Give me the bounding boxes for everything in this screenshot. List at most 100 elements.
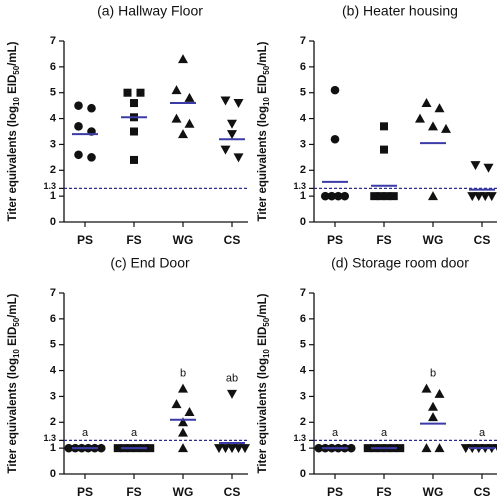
y-axis-label-part: EID: [7, 75, 19, 97]
y-tick-label: 0: [300, 468, 306, 480]
data-point: [434, 388, 445, 398]
data-point: [130, 127, 138, 136]
data-point: [240, 444, 250, 454]
y-axis-label: Titer equivalents (log10 EID50/mL): [257, 41, 271, 221]
data-point: [441, 123, 451, 133]
x-tick-label: WG: [423, 485, 444, 499]
y-tick-label: 6: [300, 313, 306, 325]
data-point: [460, 444, 471, 454]
data-point: [333, 191, 343, 201]
y-tick-label: 1: [300, 190, 306, 202]
data-point: [380, 145, 388, 154]
data-point: [74, 122, 83, 131]
y-axis-label-part: 10: [12, 97, 21, 106]
y-tick-label: 4: [300, 364, 307, 376]
y-axis-label-part: 50: [12, 65, 21, 74]
data-point: [130, 99, 138, 108]
data-point: [434, 103, 445, 113]
data-point: [421, 98, 432, 108]
x-tick-label: WG: [173, 233, 194, 247]
data-point: [96, 443, 106, 453]
data-point: [220, 96, 231, 106]
panel-title: (d) Storage room door: [331, 255, 469, 271]
data-point: [130, 155, 138, 164]
x-tick-label: CS: [224, 485, 241, 499]
panel-title: (c) End Door: [110, 255, 190, 271]
y-tick-label: 1: [50, 190, 56, 202]
y-axis-label-part: 50: [12, 317, 21, 326]
data-point: [428, 412, 438, 422]
data-point: [178, 443, 188, 453]
data-point: [314, 443, 324, 453]
y-tick-label: 7: [300, 35, 306, 47]
data-point: [415, 113, 425, 123]
data-point: [184, 92, 195, 102]
data-point: [87, 153, 96, 162]
y-tick-label: 5: [300, 87, 306, 99]
data-point: [184, 406, 195, 416]
data-point: [363, 444, 372, 453]
data-point: [428, 401, 438, 411]
data-point: [64, 443, 74, 453]
y-tick-label: 1: [300, 442, 306, 454]
group-letter: a: [381, 427, 388, 439]
data-point: [396, 444, 405, 453]
y-tick-label: 3: [50, 138, 56, 150]
y-tick-label: 3: [300, 390, 306, 402]
data-point: [171, 113, 182, 123]
data-point: [473, 192, 484, 202]
data-point: [233, 153, 244, 163]
y-tick-label: 7: [300, 287, 306, 299]
data-point: [383, 192, 392, 201]
data-point: [480, 192, 491, 202]
panel: (c) End Door Titer equivalents (log10 EID…: [7, 255, 250, 499]
group-letter: a: [332, 427, 339, 439]
data-point: [178, 383, 188, 393]
y-tick-label: 1.3: [293, 181, 306, 191]
data-point: [380, 122, 388, 131]
data-point: [136, 88, 145, 97]
y-tick-label: 6: [50, 313, 56, 325]
panel: (b) Heater housing Titer equivalents (log…: [257, 3, 497, 247]
data-point: [346, 443, 356, 453]
x-tick-label: PS: [327, 233, 343, 247]
data-point: [421, 383, 432, 393]
x-tick-label: PS: [77, 233, 93, 247]
y-tick-label: 0: [300, 216, 306, 228]
x-tick-label: FS: [126, 485, 141, 499]
data-point: [233, 444, 244, 454]
y-axis-label-part: Titer equivalents (log: [7, 358, 19, 473]
y-axis-label-part: EID: [257, 75, 269, 97]
x-tick-label: CS: [474, 485, 491, 499]
y-axis-label: Titer equivalents (log10 EID50/mL): [7, 41, 21, 221]
x-tick-label: FS: [126, 233, 141, 247]
data-point: [220, 444, 231, 454]
y-tick-label: 2: [300, 164, 306, 176]
y-tick-label: 3: [50, 390, 56, 402]
data-point: [470, 161, 481, 171]
data-point: [370, 192, 379, 201]
x-tick-label: CS: [224, 233, 241, 247]
y-tick-label: 5: [300, 339, 306, 351]
y-axis-label-part: /mL): [257, 41, 269, 65]
data-point: [389, 192, 398, 201]
data-point: [220, 145, 231, 155]
y-tick-label: 5: [50, 87, 56, 99]
y-axis-label-part: 50: [262, 65, 271, 74]
y-tick-label: 7: [50, 287, 56, 299]
data-point: [227, 389, 237, 399]
data-point: [171, 399, 182, 409]
x-tick-label: FS: [376, 233, 391, 247]
y-axis-label-part: Titer equivalents (log: [257, 106, 269, 221]
y-tick-label: 2: [300, 416, 306, 428]
data-point: [123, 88, 132, 97]
y-tick-label: 1.3: [293, 433, 306, 443]
group-letter: a: [82, 427, 89, 439]
y-axis-label: Titer equivalents (log10 EID50/mL): [7, 293, 21, 473]
y-tick-label: 1.3: [43, 433, 56, 443]
y-axis-label: Titer equivalents (log10 EID50/mL): [257, 293, 271, 473]
y-axis-label-part: EID: [257, 327, 269, 349]
data-point: [467, 192, 478, 202]
